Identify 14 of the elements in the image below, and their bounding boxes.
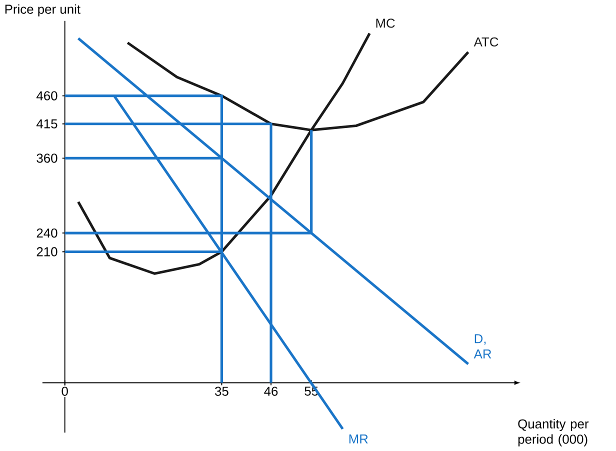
series-label: MC: [376, 18, 395, 28]
x-axis-title: Quantity per period (000): [518, 419, 589, 447]
y-tick-label: 460: [36, 91, 58, 101]
x-tick-label: 0: [62, 386, 68, 396]
y-axis-title: Price per unit: [5, 4, 80, 17]
y-tick-label: 360: [36, 154, 58, 163]
series-label: D, AR: [474, 334, 492, 359]
series-label: MR: [349, 434, 368, 444]
series-label: ATC: [474, 38, 498, 47]
x-tick-label: 46: [264, 386, 278, 396]
y-tick-label: 415: [36, 120, 58, 129]
y-tick-label: 240: [36, 228, 58, 238]
x-tick-label: 35: [215, 386, 228, 396]
y-tick-label: 210: [36, 247, 58, 257]
